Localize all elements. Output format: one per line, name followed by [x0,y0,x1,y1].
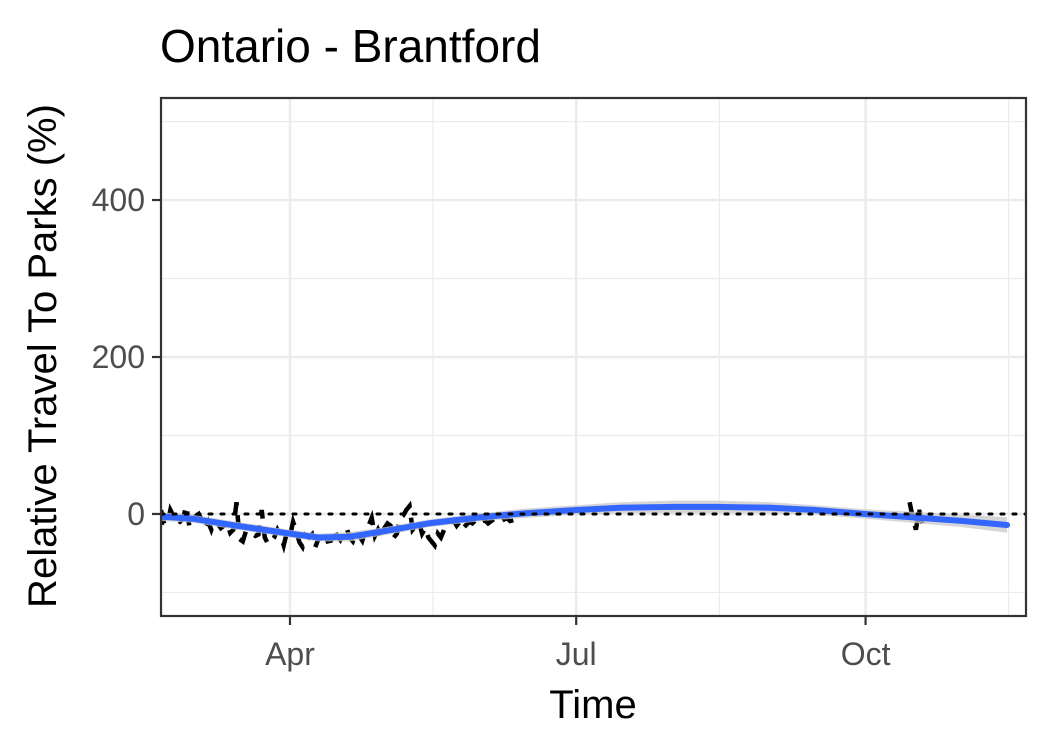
x-tick-label: Apr [265,636,315,672]
y-tick-label: 200 [92,339,145,375]
y-axis-title: Relative Travel To Parks (%) [21,104,65,608]
x-axis-title: Time [549,683,636,727]
data-layer [161,500,1026,556]
y-tick-label: 400 [92,182,145,218]
y-tick-label: 0 [127,496,145,532]
chart-title: Ontario - Brantford [160,20,541,72]
x-tick-label: Oct [841,636,891,672]
plot-area: 0 200 400 Apr Jul Oct [92,96,1028,672]
x-tick-label: Jul [556,636,597,672]
